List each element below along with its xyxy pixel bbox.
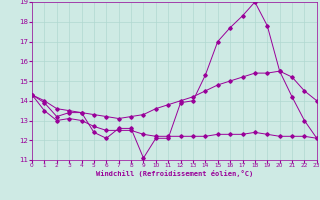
- X-axis label: Windchill (Refroidissement éolien,°C): Windchill (Refroidissement éolien,°C): [96, 170, 253, 177]
